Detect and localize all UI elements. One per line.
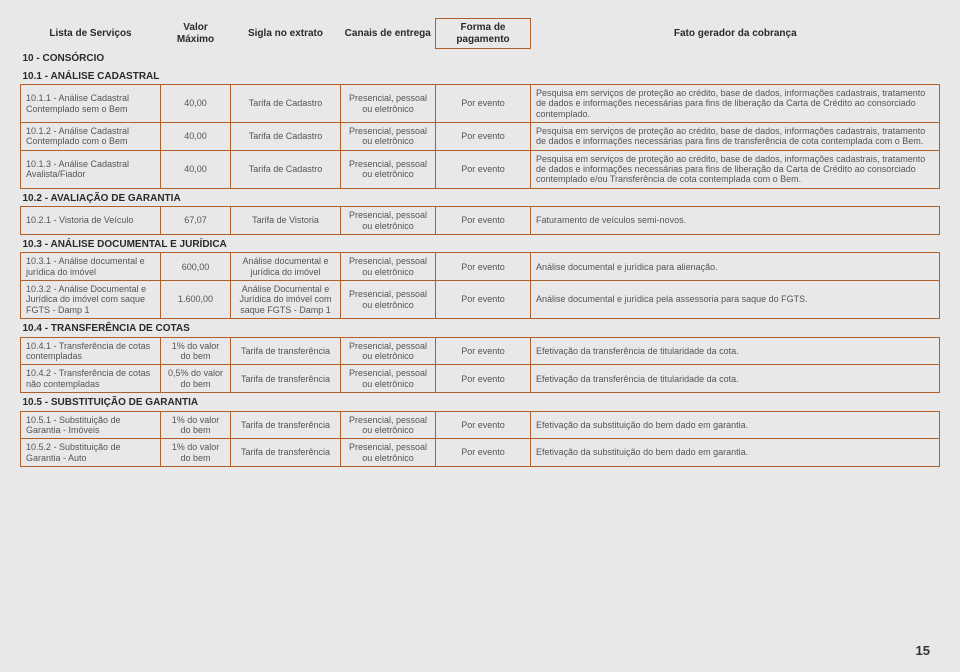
cell-serv: 10.3.1 - Análise documental e jurídica d… — [21, 253, 161, 281]
th-forma: Forma de pagamento — [436, 19, 531, 49]
cell-canal: Presencial, pessoal ou eletrônico — [341, 439, 436, 467]
cell-canal: Presencial, pessoal ou eletrônico — [341, 411, 436, 439]
cell-val: 1% do valor do bem — [161, 337, 231, 365]
section-label: 10.1 - ANÁLISE CADASTRAL — [21, 67, 940, 85]
cell-sigla: Tarifa de Cadastro — [231, 150, 341, 188]
cell-serv: 10.2.1 - Vistoria de Veículo — [21, 207, 161, 235]
page-number: 15 — [916, 643, 930, 658]
section-analise-cadastral: 10.1 - ANÁLISE CADASTRAL — [21, 67, 940, 85]
cell-canal: Presencial, pessoal ou eletrônico — [341, 365, 436, 393]
th-fato: Fato gerador da cobrança — [531, 19, 940, 49]
table-row: 10.4.1 - Transferência de cotas contempl… — [21, 337, 940, 365]
section-label: 10.5 - SUBSTITUIÇÃO DE GARANTIA — [21, 393, 940, 412]
section-label: 10.4 - TRANSFERÊNCIA DE COTAS — [21, 319, 940, 338]
table-header-row: Lista de Serviços Valor Máximo Sigla no … — [21, 19, 940, 49]
section-substituicao-garantia: 10.5 - SUBSTITUIÇÃO DE GARANTIA — [21, 393, 940, 412]
cell-fato: Pesquisa em serviços de proteção ao créd… — [531, 85, 940, 123]
cell-canal: Presencial, pessoal ou eletrônico — [341, 207, 436, 235]
cell-sigla: Análise Documental e Jurídica do imóvel … — [231, 281, 341, 319]
th-servico: Lista de Serviços — [21, 19, 161, 49]
table-row: 10.5.2 - Substituição de Garantia - Auto… — [21, 439, 940, 467]
cell-forma: Por evento — [436, 207, 531, 235]
cell-canal: Presencial, pessoal ou eletrônico — [341, 281, 436, 319]
table-row: 10.1.3 - Análise Cadastral Avalista/Fiad… — [21, 150, 940, 188]
cell-sigla: Tarifa de Vistoria — [231, 207, 341, 235]
th-sigla: Sigla no extrato — [231, 19, 341, 49]
cell-fato: Análise documental e jurídica para alien… — [531, 253, 940, 281]
cell-val: 0,5% do valor do bem — [161, 365, 231, 393]
cell-serv: 10.4.2 - Transferência de cotas não cont… — [21, 365, 161, 393]
section-label: 10 - CONSÓRCIO — [21, 49, 940, 67]
cell-fato: Pesquisa em serviços de proteção ao créd… — [531, 150, 940, 188]
table-row: 10.1.1 - Análise Cadastral Contemplado s… — [21, 85, 940, 123]
cell-val: 67,07 — [161, 207, 231, 235]
cell-val: 40,00 — [161, 150, 231, 188]
table-row: 10.3.2 - Análise Documental e Jurídica d… — [21, 281, 940, 319]
cell-canal: Presencial, pessoal ou eletrônico — [341, 337, 436, 365]
cell-val: 40,00 — [161, 85, 231, 123]
table-row: 10.4.2 - Transferência de cotas não cont… — [21, 365, 940, 393]
th-valor: Valor Máximo — [161, 19, 231, 49]
cell-sigla: Tarifa de transferência — [231, 411, 341, 439]
cell-serv: 10.4.1 - Transferência de cotas contempl… — [21, 337, 161, 365]
cell-forma: Por evento — [436, 411, 531, 439]
cell-forma: Por evento — [436, 123, 531, 151]
cell-serv: 10.5.1 - Substituição de Garantia - Imóv… — [21, 411, 161, 439]
table-row: 10.2.1 - Vistoria de Veículo 67,07 Tarif… — [21, 207, 940, 235]
cell-forma: Por evento — [436, 85, 531, 123]
cell-forma: Por evento — [436, 281, 531, 319]
cell-canal: Presencial, pessoal ou eletrônico — [341, 123, 436, 151]
section-consorcio: 10 - CONSÓRCIO — [21, 49, 940, 67]
cell-serv: 10.5.2 - Substituição de Garantia - Auto — [21, 439, 161, 467]
table-row: 10.3.1 - Análise documental e jurídica d… — [21, 253, 940, 281]
cell-canal: Presencial, pessoal ou eletrônico — [341, 253, 436, 281]
cell-forma: Por evento — [436, 439, 531, 467]
cell-fato: Efetivação da transferência de titularid… — [531, 365, 940, 393]
cell-fato: Pesquisa em serviços de proteção ao créd… — [531, 123, 940, 151]
cell-forma: Por evento — [436, 337, 531, 365]
cell-sigla: Tarifa de transferência — [231, 439, 341, 467]
cell-serv: 10.1.2 - Análise Cadastral Contemplado c… — [21, 123, 161, 151]
cell-forma: Por evento — [436, 253, 531, 281]
cell-canal: Presencial, pessoal ou eletrônico — [341, 85, 436, 123]
table-row: 10.1.2 - Análise Cadastral Contemplado c… — [21, 123, 940, 151]
cell-val: 600,00 — [161, 253, 231, 281]
cell-sigla: Tarifa de transferência — [231, 337, 341, 365]
cell-fato: Análise documental e jurídica pela asses… — [531, 281, 940, 319]
section-analise-documental: 10.3 - ANÁLISE DOCUMENTAL E JURÍDICA — [21, 234, 940, 253]
cell-val: 1% do valor do bem — [161, 411, 231, 439]
cell-sigla: Análise documental e jurídica do imóvel — [231, 253, 341, 281]
cell-serv: 10.1.3 - Análise Cadastral Avalista/Fiad… — [21, 150, 161, 188]
cell-val: 40,00 — [161, 123, 231, 151]
cell-fato: Faturamento de veículos semi-novos. — [531, 207, 940, 235]
table-row: 10.5.1 - Substituição de Garantia - Imóv… — [21, 411, 940, 439]
section-label: 10.2 - AVALIAÇÃO DE GARANTIA — [21, 188, 940, 207]
cell-fato: Efetivação da substituição do bem dado e… — [531, 411, 940, 439]
cell-val: 1% do valor do bem — [161, 439, 231, 467]
cell-fato: Efetivação da substituição do bem dado e… — [531, 439, 940, 467]
section-label: 10.3 - ANÁLISE DOCUMENTAL E JURÍDICA — [21, 234, 940, 253]
cell-sigla: Tarifa de Cadastro — [231, 85, 341, 123]
th-canais: Canais de entrega — [341, 19, 436, 49]
cell-serv: 10.3.2 - Análise Documental e Jurídica d… — [21, 281, 161, 319]
services-table: Lista de Serviços Valor Máximo Sigla no … — [20, 18, 940, 467]
cell-fato: Efetivação da transferência de titularid… — [531, 337, 940, 365]
section-transferencia-cotas: 10.4 - TRANSFERÊNCIA DE COTAS — [21, 319, 940, 338]
cell-forma: Por evento — [436, 365, 531, 393]
cell-serv: 10.1.1 - Análise Cadastral Contemplado s… — [21, 85, 161, 123]
cell-sigla: Tarifa de Cadastro — [231, 123, 341, 151]
cell-sigla: Tarifa de transferência — [231, 365, 341, 393]
cell-canal: Presencial, pessoal ou eletrônico — [341, 150, 436, 188]
section-avaliacao-garantia: 10.2 - AVALIAÇÃO DE GARANTIA — [21, 188, 940, 207]
cell-val: 1.600,00 — [161, 281, 231, 319]
cell-forma: Por evento — [436, 150, 531, 188]
